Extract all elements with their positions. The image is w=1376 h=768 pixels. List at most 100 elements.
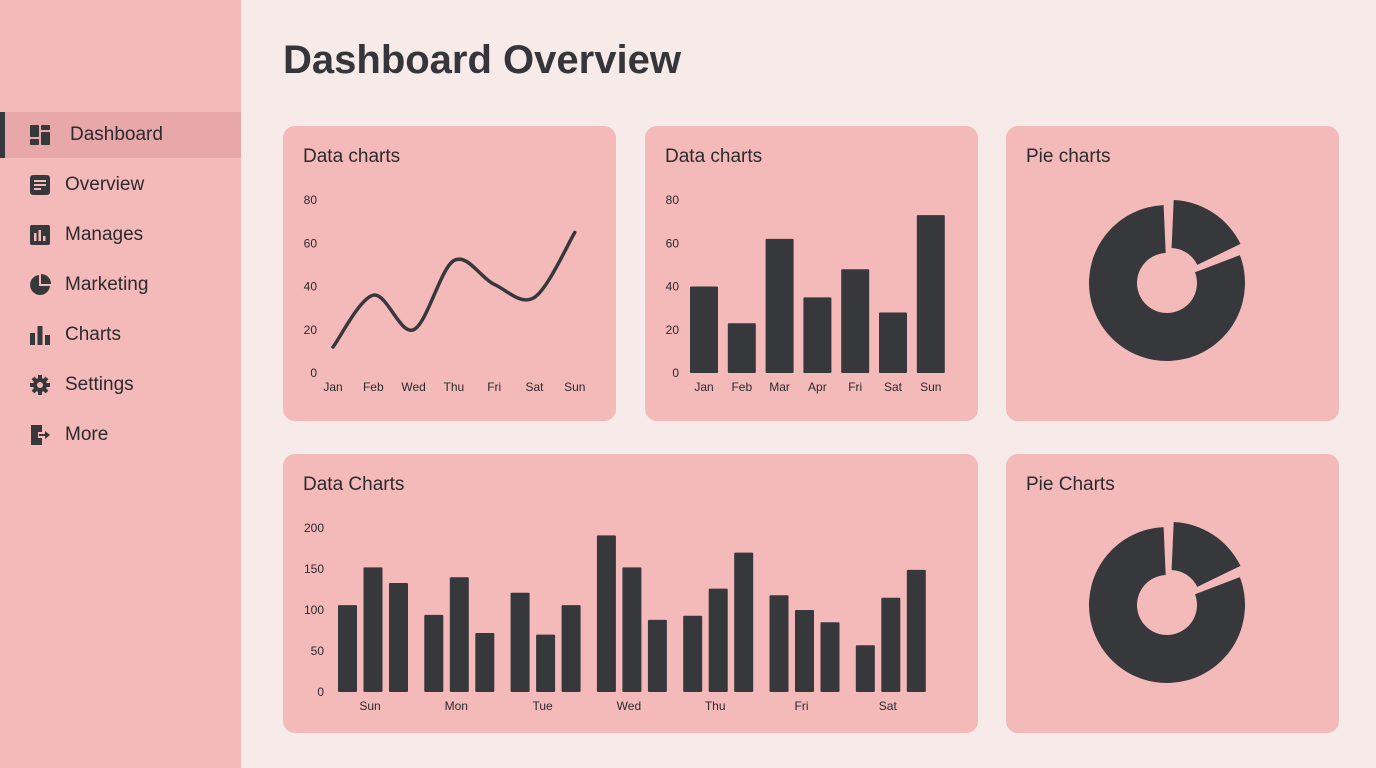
bar bbox=[338, 605, 357, 692]
sidebar-item-settings[interactable]: Settings bbox=[0, 362, 241, 408]
x-tick-label: Apr bbox=[808, 380, 827, 394]
bar bbox=[424, 614, 444, 692]
y-tick-label: 50 bbox=[311, 644, 325, 658]
pie-chart-card: Pie charts bbox=[1006, 126, 1339, 421]
pie-chart-card-2: Pie Charts bbox=[1006, 454, 1339, 733]
card-title: Data Charts bbox=[303, 474, 405, 495]
x-tick-label: Jan bbox=[323, 380, 342, 394]
donut-chart bbox=[1089, 522, 1245, 683]
line-series bbox=[331, 230, 577, 349]
grouped-bar-chart: 0 50 100 150 200 Sun Mon Tue Wed Thu Fri Sat bbox=[304, 521, 926, 713]
sidebar-item-manages[interactable]: Manages bbox=[0, 212, 241, 258]
x-tick-label: Mar bbox=[769, 380, 790, 394]
sidebar-item-marketing[interactable]: Marketing bbox=[0, 262, 241, 308]
bar bbox=[916, 215, 945, 373]
bar bbox=[855, 645, 875, 692]
logout-icon bbox=[31, 425, 50, 445]
gear-icon bbox=[30, 375, 50, 395]
bar bbox=[475, 632, 495, 692]
line-chart: 0 20 40 60 80 Jan Feb Wed Thu Fri Sat Sun bbox=[304, 193, 586, 394]
donut-chart bbox=[1089, 200, 1245, 362]
card-title: Pie Charts bbox=[1026, 474, 1115, 495]
x-tick-label: Sun bbox=[359, 699, 380, 713]
bar bbox=[647, 619, 667, 692]
page-title: Dashboard Overview bbox=[283, 38, 681, 82]
x-tick-label: Wed bbox=[617, 699, 641, 713]
bar bbox=[769, 595, 789, 692]
bar bbox=[622, 567, 642, 692]
bar bbox=[906, 569, 926, 692]
x-tick-label: Thu bbox=[444, 380, 465, 394]
x-tick-label: Sat bbox=[525, 380, 544, 394]
y-tick-label: 100 bbox=[304, 603, 324, 617]
y-tick-label: 80 bbox=[666, 193, 680, 207]
bar bbox=[727, 323, 756, 373]
y-tick-label: 60 bbox=[304, 236, 318, 250]
line-chart-card: Data charts 0 20 40 60 80 Jan Feb Wed Thu Fri Sat S… bbox=[283, 126, 616, 421]
pie-slice bbox=[1171, 200, 1241, 265]
x-tick-label: Fri bbox=[848, 380, 862, 394]
bar bbox=[561, 605, 581, 692]
bar-chart: 0 20 40 60 80 Jan Feb Mar Apr Fri Sat Sun bbox=[666, 193, 945, 394]
sidebar: Dashboard Overview Manages Marketing Charts S… bbox=[0, 0, 241, 768]
x-tick-label: Sun bbox=[564, 380, 585, 394]
x-tick-label: Fri bbox=[487, 380, 501, 394]
y-tick-label: 20 bbox=[304, 323, 318, 337]
pie-chart-icon bbox=[30, 274, 51, 295]
sidebar-item-label: Manages bbox=[65, 224, 144, 245]
sidebar-item-more[interactable]: More bbox=[0, 412, 241, 458]
sidebar-item-label: Settings bbox=[65, 374, 134, 395]
bar bbox=[841, 269, 870, 373]
dashboard-icon bbox=[30, 125, 50, 145]
x-tick-label: Sun bbox=[920, 380, 941, 394]
y-tick-label: 20 bbox=[666, 323, 680, 337]
bar bbox=[683, 615, 703, 692]
pie-slice bbox=[1089, 527, 1245, 683]
bar bbox=[795, 610, 814, 692]
y-tick-label: 0 bbox=[310, 366, 317, 380]
pie-slice bbox=[1089, 205, 1245, 362]
bar bbox=[510, 592, 530, 692]
sidebar-item-overview[interactable]: Overview bbox=[0, 162, 241, 208]
card-title: Pie charts bbox=[1026, 146, 1111, 167]
bar bbox=[734, 552, 754, 692]
sidebar-item-label: Marketing bbox=[65, 274, 149, 295]
bar bbox=[690, 286, 718, 373]
y-tick-label: 80 bbox=[304, 193, 318, 207]
bar bbox=[708, 588, 728, 692]
bar bbox=[765, 238, 794, 373]
x-tick-label: Sat bbox=[879, 699, 898, 713]
sidebar-item-label: More bbox=[65, 424, 109, 445]
bar bbox=[820, 622, 840, 692]
x-tick-label: Feb bbox=[731, 380, 752, 394]
sidebar-item-charts[interactable]: Charts bbox=[0, 312, 241, 358]
x-tick-label: Tue bbox=[532, 699, 553, 713]
x-tick-label: Sat bbox=[884, 380, 903, 394]
sidebar-item-dashboard[interactable]: Dashboard bbox=[0, 112, 241, 158]
card-title: Data charts bbox=[303, 146, 401, 167]
bar bbox=[389, 582, 408, 692]
sidebar-item-label: Dashboard bbox=[70, 124, 163, 145]
y-tick-label: 0 bbox=[672, 366, 679, 380]
x-tick-label: Wed bbox=[401, 380, 425, 394]
y-tick-label: 40 bbox=[304, 280, 318, 294]
grouped-bar-chart-card: Data Charts 0 50 100 150 200 Sun Mon Tue Wed Thu F… bbox=[283, 454, 978, 733]
x-tick-label: Feb bbox=[363, 380, 384, 394]
bar bbox=[881, 597, 901, 692]
bar bbox=[536, 634, 556, 692]
y-tick-label: 40 bbox=[666, 280, 680, 294]
sidebar-item-label: Overview bbox=[65, 174, 145, 195]
sidebar-item-label: Charts bbox=[65, 324, 121, 345]
y-tick-label: 60 bbox=[666, 236, 680, 250]
y-tick-label: 150 bbox=[304, 562, 324, 576]
y-tick-label: 200 bbox=[304, 521, 324, 535]
card-title: Data charts bbox=[665, 146, 763, 167]
x-tick-label: Fri bbox=[795, 699, 809, 713]
bar bbox=[596, 535, 616, 692]
x-tick-label: Jan bbox=[694, 380, 713, 394]
bar-chart-icon bbox=[30, 326, 50, 345]
bar bbox=[803, 297, 832, 373]
x-tick-label: Thu bbox=[705, 699, 726, 713]
bar-chart-box-icon bbox=[30, 225, 50, 245]
y-tick-label: 0 bbox=[317, 685, 324, 699]
